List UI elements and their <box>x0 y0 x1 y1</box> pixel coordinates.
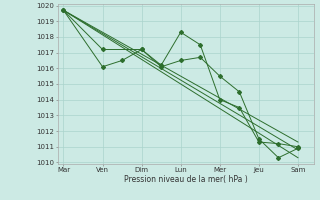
X-axis label: Pression niveau de la mer( hPa ): Pression niveau de la mer( hPa ) <box>124 175 247 184</box>
